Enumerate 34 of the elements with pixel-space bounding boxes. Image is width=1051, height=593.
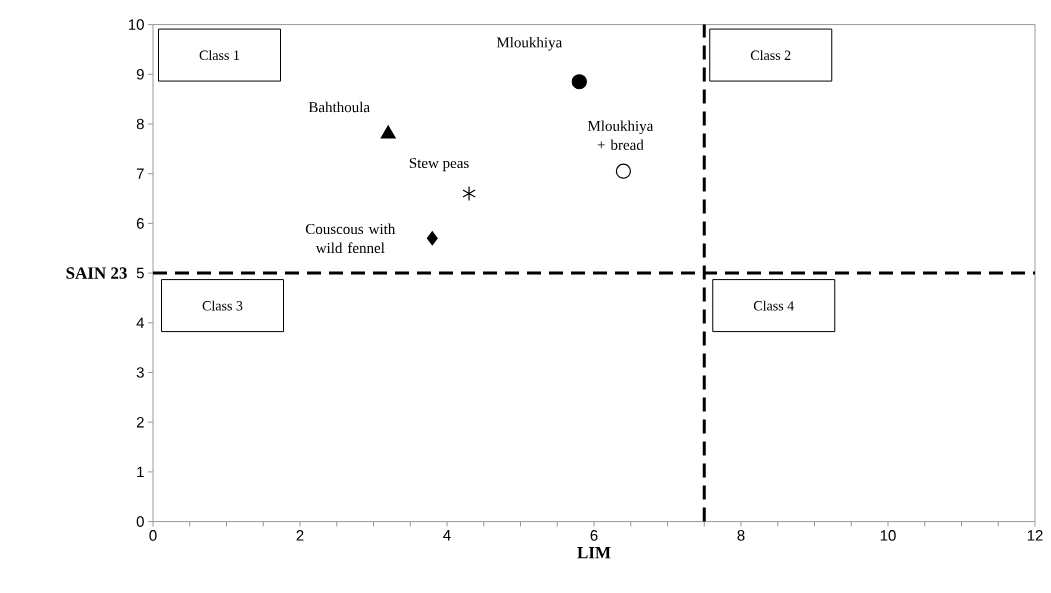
y-tick-label: 7 bbox=[136, 168, 144, 179]
point bbox=[571, 74, 587, 90]
y-tick-label: 8 bbox=[136, 118, 144, 130]
annotation: Class 2 bbox=[750, 50, 791, 61]
point bbox=[462, 185, 476, 202]
point bbox=[380, 125, 396, 139]
y-tick-label: 10 bbox=[128, 19, 144, 30]
x-tick-label: 6 bbox=[590, 530, 598, 541]
y-tick-label: 1 bbox=[137, 466, 144, 478]
x-tick-label: 2 bbox=[296, 530, 304, 541]
annotation: Class 1 bbox=[199, 50, 240, 61]
series-label: Mloukhiya bbox=[496, 36, 563, 51]
x-axis-title: LIM bbox=[577, 547, 611, 559]
y-tick-label: 9 bbox=[136, 68, 144, 80]
series-label: Mloukhiya + bread bbox=[587, 120, 654, 150]
point bbox=[615, 163, 632, 179]
annotation: Class 3 bbox=[202, 300, 243, 311]
x-tick-label: 10 bbox=[880, 530, 896, 541]
x-tick-label: 0 bbox=[149, 530, 157, 541]
y-tick-label: 2 bbox=[136, 416, 144, 428]
y-tick-label: 3 bbox=[136, 367, 144, 378]
annotation: Class 4 bbox=[753, 300, 794, 311]
x-tick-label: 8 bbox=[737, 530, 745, 541]
series-label: Stew peas bbox=[409, 158, 469, 172]
y-tick-label: 0 bbox=[136, 516, 144, 527]
series-label: Bahthoula bbox=[308, 101, 370, 113]
y-tick-label: 5 bbox=[136, 267, 144, 279]
point bbox=[426, 231, 438, 246]
y-axis-title: SAIN 23 bbox=[66, 267, 127, 279]
y-tick-label: 6 bbox=[136, 218, 144, 229]
text: Couscous with wild fennel bbox=[305, 223, 396, 254]
y-tick-label: 4 bbox=[136, 317, 145, 328]
x-tick-label: 12 bbox=[1027, 530, 1043, 541]
x-tick-label: 4 bbox=[443, 530, 451, 541]
